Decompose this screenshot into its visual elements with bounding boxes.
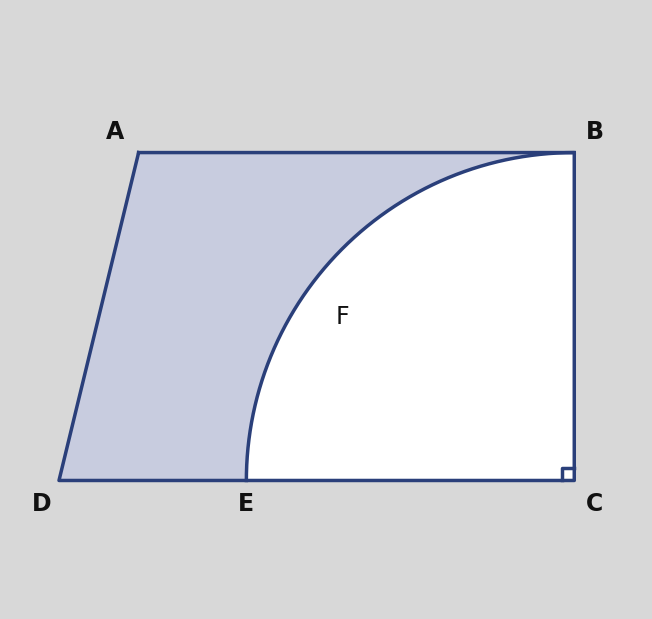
Text: B: B <box>586 120 604 144</box>
Polygon shape <box>246 152 574 480</box>
Text: C: C <box>586 492 604 516</box>
Polygon shape <box>59 152 574 480</box>
Text: F: F <box>336 305 349 329</box>
Text: A: A <box>106 120 125 144</box>
Text: E: E <box>238 492 254 516</box>
Text: D: D <box>33 492 52 516</box>
